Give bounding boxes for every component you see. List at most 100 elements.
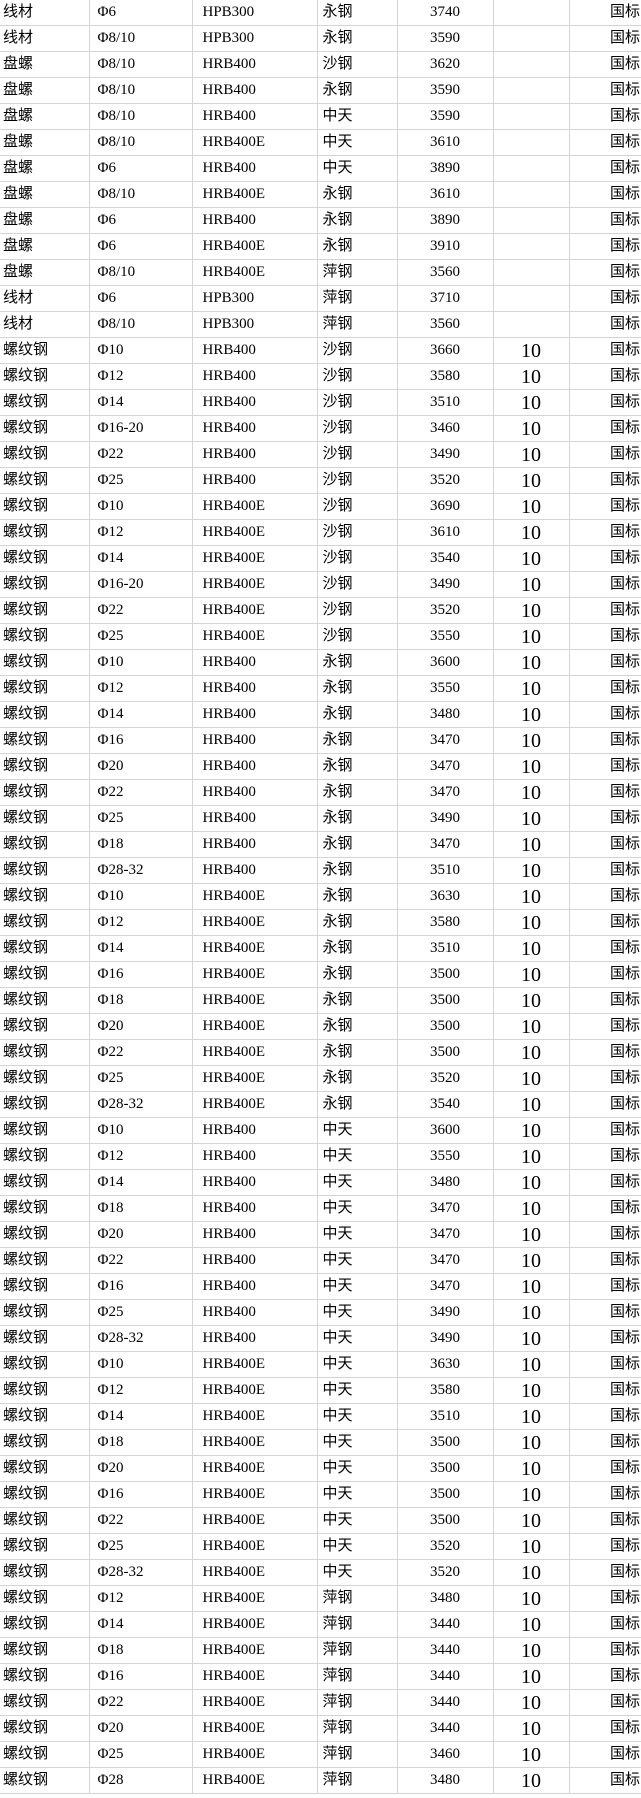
product-cell[interactable]: 螺纹钢 [0, 1377, 90, 1404]
spec-cell[interactable]: Φ6 [89, 207, 193, 234]
price-cell[interactable]: 3890 [397, 207, 494, 234]
mill-cell[interactable]: 永钢 [317, 0, 398, 26]
product-cell[interactable]: 螺纹钢 [0, 1065, 90, 1092]
qty-cell[interactable]: 10 [493, 389, 570, 416]
qty-cell[interactable]: 10 [493, 1741, 570, 1768]
grade-cell[interactable]: HRB400 [192, 1325, 318, 1352]
spec-cell[interactable]: Φ25 [89, 805, 193, 832]
standard-cell[interactable]: 国标 [569, 1663, 641, 1690]
standard-cell[interactable]: 国标 [569, 987, 641, 1014]
mill-cell[interactable]: 沙钢 [317, 545, 398, 572]
grade-cell[interactable]: HRB400E [192, 233, 318, 260]
qty-cell[interactable]: 10 [493, 1533, 570, 1560]
standard-cell[interactable]: 国标 [569, 1325, 641, 1352]
qty-cell[interactable]: 10 [493, 1455, 570, 1482]
price-cell[interactable]: 3460 [397, 1741, 494, 1768]
price-cell[interactable]: 3470 [397, 831, 494, 858]
mill-cell[interactable]: 萍钢 [317, 259, 398, 286]
spec-cell[interactable]: Φ10 [89, 1117, 193, 1144]
spec-cell[interactable]: Φ25 [89, 467, 193, 494]
grade-cell[interactable]: HRB400 [192, 337, 318, 364]
standard-cell[interactable]: 国标 [569, 883, 641, 910]
grade-cell[interactable]: HRB400E [192, 571, 318, 598]
standard-cell[interactable]: 国标 [569, 493, 641, 520]
mill-cell[interactable]: 萍钢 [317, 1741, 398, 1768]
standard-cell[interactable]: 国标 [569, 1273, 641, 1300]
product-cell[interactable]: 螺纹钢 [0, 1169, 90, 1196]
qty-cell[interactable]: 10 [493, 1091, 570, 1118]
spec-cell[interactable]: Φ6 [89, 233, 193, 260]
standard-cell[interactable]: 国标 [569, 337, 641, 364]
price-cell[interactable]: 3470 [397, 1221, 494, 1248]
spec-cell[interactable]: Φ18 [89, 1429, 193, 1456]
grade-cell[interactable]: HRB400E [192, 935, 318, 962]
standard-cell[interactable]: 国标 [569, 181, 641, 208]
price-cell[interactable]: 3560 [397, 311, 494, 338]
qty-cell[interactable]: 10 [493, 337, 570, 364]
grade-cell[interactable]: HRB400E [192, 1091, 318, 1118]
product-cell[interactable]: 螺纹钢 [0, 1585, 90, 1612]
price-cell[interactable]: 3520 [397, 597, 494, 624]
standard-cell[interactable]: 国标 [569, 1585, 641, 1612]
mill-cell[interactable]: 沙钢 [317, 597, 398, 624]
standard-cell[interactable]: 国标 [569, 1611, 641, 1638]
qty-cell[interactable]: 10 [493, 727, 570, 754]
grade-cell[interactable]: HRB400 [192, 1169, 318, 1196]
mill-cell[interactable]: 萍钢 [317, 1611, 398, 1638]
product-cell[interactable]: 盘螺 [0, 51, 90, 78]
product-cell[interactable]: 盘螺 [0, 77, 90, 104]
grade-cell[interactable]: HRB400E [192, 961, 318, 988]
grade-cell[interactable]: HPB300 [192, 25, 318, 52]
spec-cell[interactable]: Φ14 [89, 545, 193, 572]
qty-cell[interactable]: 10 [493, 1247, 570, 1274]
spec-cell[interactable]: Φ20 [89, 1715, 193, 1742]
qty-cell[interactable]: 10 [493, 1637, 570, 1664]
mill-cell[interactable]: 沙钢 [317, 441, 398, 468]
qty-cell[interactable]: 10 [493, 1351, 570, 1378]
spec-cell[interactable]: Φ16 [89, 727, 193, 754]
mill-cell[interactable]: 永钢 [317, 935, 398, 962]
product-cell[interactable]: 线材 [0, 25, 90, 52]
standard-cell[interactable]: 国标 [569, 675, 641, 702]
qty-cell[interactable]: 10 [493, 883, 570, 910]
qty-cell[interactable]: 10 [493, 519, 570, 546]
product-cell[interactable]: 螺纹钢 [0, 1507, 90, 1534]
mill-cell[interactable]: 萍钢 [317, 1689, 398, 1716]
spec-cell[interactable]: Φ25 [89, 1533, 193, 1560]
price-cell[interactable]: 3520 [397, 467, 494, 494]
qty-cell[interactable]: 10 [493, 1715, 570, 1742]
qty-cell[interactable]: 10 [493, 1065, 570, 1092]
qty-cell[interactable]: 10 [493, 467, 570, 494]
qty-cell[interactable]: 10 [493, 441, 570, 468]
qty-cell[interactable] [493, 103, 570, 130]
mill-cell[interactable]: 永钢 [317, 181, 398, 208]
price-cell[interactable]: 3500 [397, 1481, 494, 1508]
product-cell[interactable]: 螺纹钢 [0, 1663, 90, 1690]
standard-cell[interactable]: 国标 [569, 831, 641, 858]
standard-cell[interactable]: 国标 [569, 259, 641, 286]
mill-cell[interactable]: 中天 [317, 1169, 398, 1196]
standard-cell[interactable]: 国标 [569, 1247, 641, 1274]
mill-cell[interactable]: 永钢 [317, 77, 398, 104]
qty-cell[interactable]: 10 [493, 1611, 570, 1638]
price-cell[interactable]: 3470 [397, 727, 494, 754]
price-cell[interactable]: 3910 [397, 233, 494, 260]
grade-cell[interactable]: HRB400 [192, 1273, 318, 1300]
qty-cell[interactable]: 10 [493, 987, 570, 1014]
grade-cell[interactable]: HRB400E [192, 1481, 318, 1508]
price-cell[interactable]: 3490 [397, 1299, 494, 1326]
qty-cell[interactable]: 10 [493, 1767, 570, 1794]
price-cell[interactable]: 3510 [397, 857, 494, 884]
grade-cell[interactable]: HRB400 [192, 207, 318, 234]
mill-cell[interactable]: 沙钢 [317, 493, 398, 520]
grade-cell[interactable]: HRB400E [192, 1455, 318, 1482]
qty-cell[interactable] [493, 181, 570, 208]
standard-cell[interactable]: 国标 [569, 805, 641, 832]
qty-cell[interactable]: 10 [493, 493, 570, 520]
spec-cell[interactable]: Φ10 [89, 883, 193, 910]
price-cell[interactable]: 3480 [397, 701, 494, 728]
standard-cell[interactable]: 国标 [569, 207, 641, 234]
mill-cell[interactable]: 永钢 [317, 701, 398, 728]
grade-cell[interactable]: HRB400E [192, 1611, 318, 1638]
qty-cell[interactable] [493, 233, 570, 260]
